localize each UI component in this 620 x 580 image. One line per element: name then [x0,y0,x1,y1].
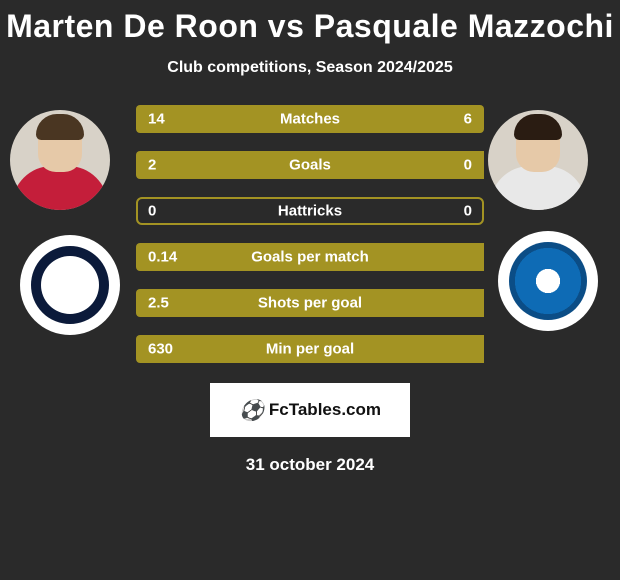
page-title: Marten De Roon vs Pasquale Mazzochi [0,0,620,45]
club-left-badge [20,235,120,335]
stat-value-left: 2.5 [148,295,169,312]
stat-value-right: 6 [464,111,472,128]
stat-row: Goals20 [136,151,484,179]
logo-text: FcTables.com [269,400,381,420]
stat-value-left: 14 [148,111,165,128]
compare-area: Matches146Goals20Hattricks00Goals per ma… [0,105,620,365]
page-subtitle: Club competitions, Season 2024/2025 [0,59,620,77]
stat-bar-fill-left [136,243,484,271]
stat-bars: Matches146Goals20Hattricks00Goals per ma… [136,105,484,381]
stat-row: Min per goal630 [136,335,484,363]
stat-bar-fill-left [136,335,484,363]
stat-row: Hattricks00 [136,197,484,225]
stat-value-right: 0 [464,203,472,220]
stat-row: Matches146 [136,105,484,133]
stat-value-right: 0 [464,157,472,174]
player-right-silhouette [498,110,578,210]
stat-value-left: 2 [148,157,156,174]
player-left-silhouette [20,110,100,210]
stat-value-left: 0.14 [148,249,177,266]
napoli-icon [509,242,587,320]
atalanta-icon [31,246,109,324]
fctables-logo: ⚽ FcTables.com [210,383,410,437]
stat-bar-fill-left [136,289,484,317]
stat-bar-fill-left [136,151,484,179]
player-left-avatar [10,110,110,210]
infographic-date: 31 october 2024 [0,455,620,475]
club-right-badge [498,231,598,331]
stat-value-left: 0 [148,203,156,220]
stat-value-left: 630 [148,341,173,358]
stat-bar-bg [136,197,484,225]
logo-mark-icon: ⚽ [239,398,263,423]
stat-row: Goals per match0.14 [136,243,484,271]
stat-row: Shots per goal2.5 [136,289,484,317]
player-right-avatar [488,110,588,210]
stat-bar-fill-left [136,105,380,133]
